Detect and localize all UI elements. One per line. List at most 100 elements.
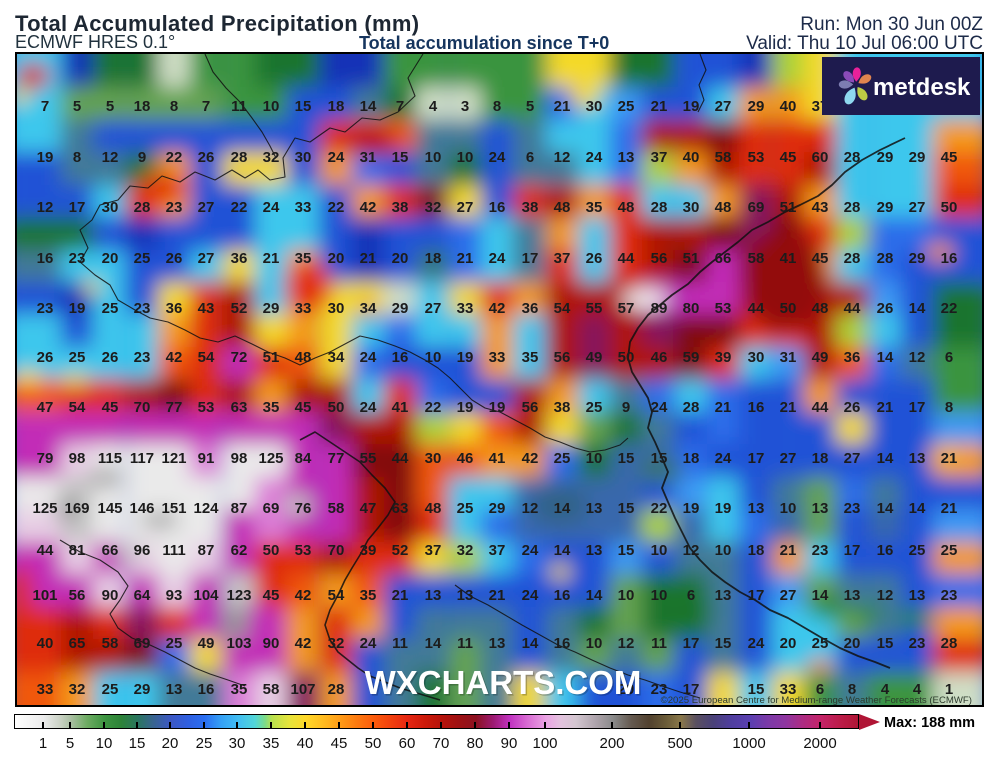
svg-text:6: 6 <box>816 681 824 698</box>
svg-text:7: 7 <box>202 98 210 115</box>
svg-text:27: 27 <box>844 450 861 467</box>
svg-text:26: 26 <box>586 250 603 267</box>
svg-text:17: 17 <box>683 681 700 698</box>
svg-text:8: 8 <box>945 399 953 416</box>
svg-text:WXCHARTS.COM: WXCHARTS.COM <box>365 664 642 701</box>
svg-text:27: 27 <box>425 300 442 317</box>
svg-text:27: 27 <box>198 199 215 216</box>
svg-text:125: 125 <box>258 450 283 467</box>
svg-text:28: 28 <box>941 635 958 652</box>
svg-text:10: 10 <box>586 450 603 467</box>
svg-text:33: 33 <box>780 681 797 698</box>
svg-text:15: 15 <box>295 98 312 115</box>
svg-text:29: 29 <box>877 199 894 216</box>
svg-text:13: 13 <box>618 149 635 166</box>
svg-text:54: 54 <box>554 300 571 317</box>
svg-text:38: 38 <box>392 199 409 216</box>
svg-text:107: 107 <box>290 681 315 698</box>
svg-text:43: 43 <box>812 199 829 216</box>
svg-text:58: 58 <box>328 500 345 517</box>
svg-text:10: 10 <box>425 149 442 166</box>
svg-text:45: 45 <box>295 399 312 416</box>
svg-text:53: 53 <box>198 399 215 416</box>
svg-text:20: 20 <box>844 635 861 652</box>
svg-text:111: 111 <box>162 542 185 559</box>
svg-text:3: 3 <box>461 98 469 115</box>
svg-text:115: 115 <box>98 450 122 467</box>
svg-text:23: 23 <box>166 199 183 216</box>
svg-text:18: 18 <box>328 98 345 115</box>
svg-text:24: 24 <box>748 635 765 652</box>
svg-text:64: 64 <box>134 587 151 604</box>
svg-text:22: 22 <box>941 300 958 317</box>
svg-text:22: 22 <box>231 199 248 216</box>
svg-text:25: 25 <box>909 542 926 559</box>
svg-text:45: 45 <box>263 587 280 604</box>
svg-text:41: 41 <box>780 250 797 267</box>
svg-text:47: 47 <box>360 500 377 517</box>
svg-text:13: 13 <box>812 500 829 517</box>
svg-text:9: 9 <box>622 399 630 416</box>
svg-text:12: 12 <box>909 349 926 366</box>
svg-text:51: 51 <box>683 250 700 267</box>
svg-text:37: 37 <box>651 149 668 166</box>
svg-text:34: 34 <box>360 300 377 317</box>
svg-text:36: 36 <box>231 250 248 267</box>
svg-text:77: 77 <box>166 399 183 416</box>
svg-text:7: 7 <box>396 98 404 115</box>
svg-text:12: 12 <box>37 199 54 216</box>
svg-text:21: 21 <box>360 250 377 267</box>
svg-text:50: 50 <box>941 199 958 216</box>
svg-text:20: 20 <box>392 250 409 267</box>
svg-text:22: 22 <box>651 500 668 517</box>
svg-text:53: 53 <box>295 542 312 559</box>
svg-text:14: 14 <box>877 500 894 517</box>
svg-text:10: 10 <box>263 98 280 115</box>
svg-text:18: 18 <box>683 450 700 467</box>
svg-text:14: 14 <box>554 500 571 517</box>
svg-text:103: 103 <box>226 635 251 652</box>
svg-text:24: 24 <box>522 542 539 559</box>
svg-text:20: 20 <box>780 635 797 652</box>
svg-text:44: 44 <box>812 399 829 416</box>
svg-text:18: 18 <box>425 250 442 267</box>
svg-text:20: 20 <box>618 681 635 698</box>
svg-text:69: 69 <box>134 635 151 652</box>
svg-text:28: 28 <box>844 149 861 166</box>
svg-text:25: 25 <box>457 500 474 517</box>
svg-text:24: 24 <box>489 149 506 166</box>
svg-text:49: 49 <box>812 349 829 366</box>
svg-text:36: 36 <box>522 300 539 317</box>
svg-text:23: 23 <box>909 635 926 652</box>
svg-text:46: 46 <box>651 349 668 366</box>
svg-text:19: 19 <box>37 149 54 166</box>
svg-text:8: 8 <box>493 98 501 115</box>
svg-text:14: 14 <box>586 587 603 604</box>
svg-text:10: 10 <box>586 635 603 652</box>
svg-text:33: 33 <box>295 199 312 216</box>
svg-text:33: 33 <box>295 300 312 317</box>
svg-text:12: 12 <box>522 500 539 517</box>
svg-text:13: 13 <box>425 587 442 604</box>
svg-text:36: 36 <box>166 300 183 317</box>
svg-text:56: 56 <box>651 250 668 267</box>
svg-text:59: 59 <box>683 349 700 366</box>
svg-text:24: 24 <box>328 149 345 166</box>
svg-text:14: 14 <box>554 542 571 559</box>
svg-text:37: 37 <box>554 250 571 267</box>
svg-text:26: 26 <box>37 349 54 366</box>
svg-text:40: 40 <box>780 98 797 115</box>
svg-text:98: 98 <box>231 450 248 467</box>
svg-text:16: 16 <box>877 542 894 559</box>
svg-text:30: 30 <box>295 149 312 166</box>
svg-text:17: 17 <box>844 542 861 559</box>
svg-text:91: 91 <box>198 450 215 467</box>
svg-text:19: 19 <box>489 399 506 416</box>
svg-text:51: 51 <box>780 199 797 216</box>
svg-text:26: 26 <box>844 399 861 416</box>
svg-text:18: 18 <box>134 98 151 115</box>
svg-text:48: 48 <box>425 500 442 517</box>
svg-text:44: 44 <box>748 300 765 317</box>
svg-text:15: 15 <box>618 542 635 559</box>
svg-text:13: 13 <box>909 587 926 604</box>
